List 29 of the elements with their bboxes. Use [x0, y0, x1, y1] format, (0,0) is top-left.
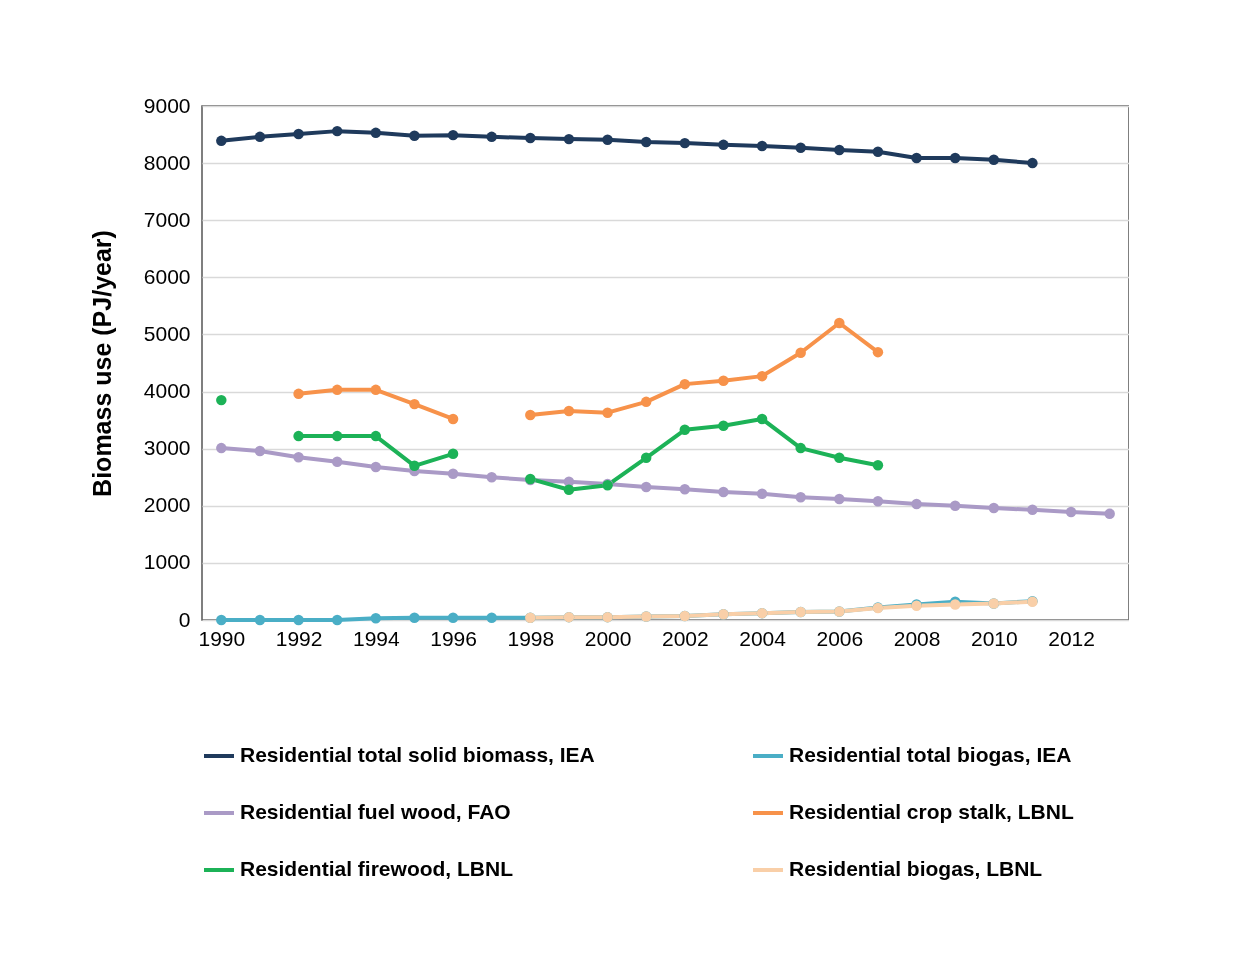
y-tick-label: 5000 — [143, 321, 191, 345]
x-tick-label: 1990 — [198, 626, 246, 650]
y-axis-title: Biomass use (PJ/year) — [87, 230, 116, 497]
y-tick-label: 0 — [178, 607, 191, 631]
x-tick-label: 1994 — [352, 626, 400, 650]
y-tick-label: 2000 — [143, 493, 191, 517]
legend-label: Residential crop stalk, LBNL — [789, 800, 1074, 823]
y-tick-label: 7000 — [143, 207, 191, 231]
legend-label: Residential fuel wood, FAO — [240, 800, 511, 823]
x-tick-label: 2010 — [970, 626, 1018, 650]
y-tick-label: 1000 — [143, 550, 191, 574]
x-tick-label: 1992 — [275, 626, 323, 650]
y-tick-label: 3000 — [143, 436, 191, 460]
x-tick-label: 2012 — [1048, 626, 1095, 650]
y-tick-label: 6000 — [143, 264, 191, 288]
legend-label: Residential total biogas, IEA — [789, 743, 1072, 766]
y-tick-label: 4000 — [143, 379, 191, 403]
legend-label: Residential total solid biomass, IEA — [240, 743, 595, 766]
legend-label: Residential firewood, LBNL — [240, 857, 514, 880]
x-tick-label: 1996 — [430, 626, 477, 650]
x-tick-label: 2008 — [893, 626, 941, 650]
y-tick-label: 8000 — [143, 150, 191, 174]
x-tick-label: 1998 — [507, 626, 555, 650]
x-tick-label: 2002 — [661, 626, 709, 650]
x-tick-label: 2006 — [816, 626, 864, 650]
y-tick-label: 9000 — [143, 93, 191, 117]
x-tick-label: 2000 — [584, 626, 632, 650]
legend-label: Residential biogas, LBNL — [789, 857, 1043, 880]
x-tick-label: 2004 — [739, 626, 787, 650]
